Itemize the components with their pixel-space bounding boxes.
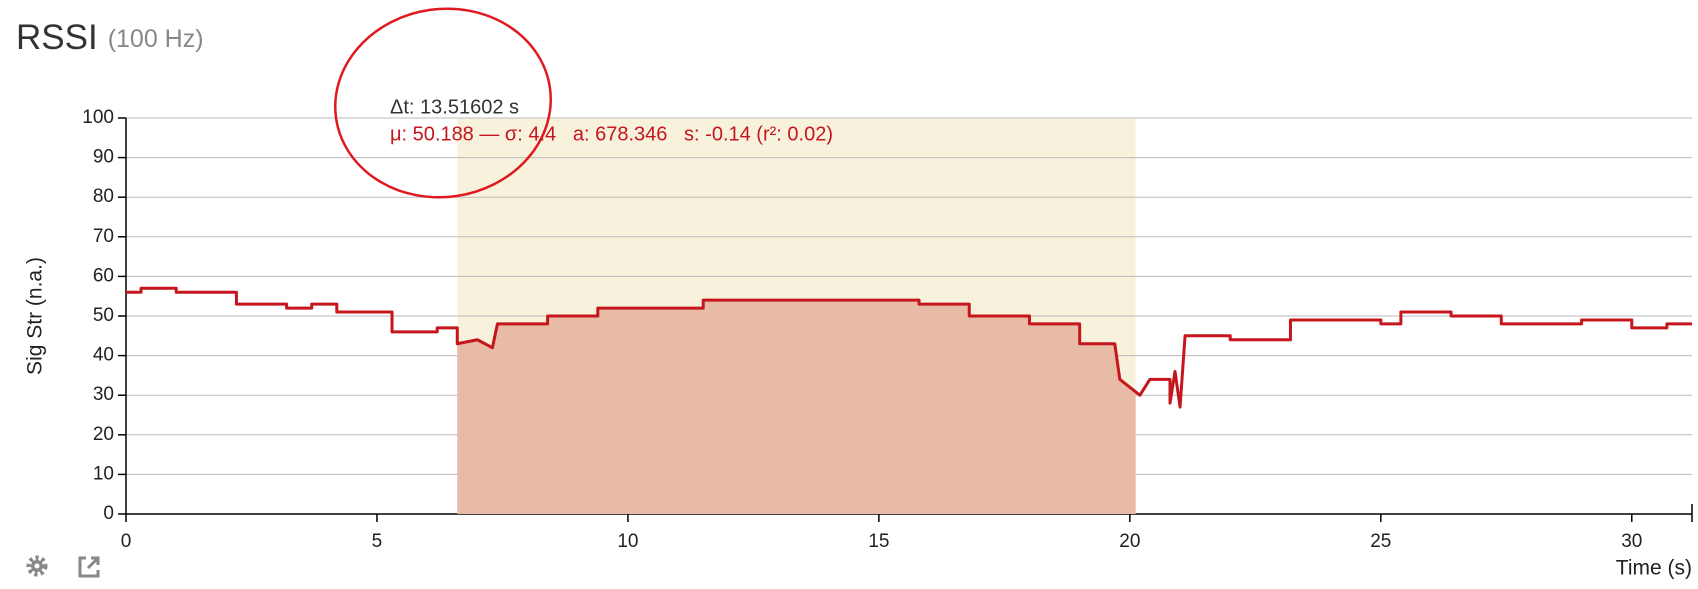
stats-annotation: μ: 50.188 — σ: 4.4 a: 678.346 s: -0.14 (…: [390, 123, 833, 145]
title: RSSI: [16, 18, 98, 57]
x-tick-label: 5: [372, 531, 383, 552]
subtitle: (100 Hz): [108, 25, 204, 53]
chart-title: RSSI (100 Hz): [16, 18, 204, 57]
y-tick-label: 50: [93, 305, 114, 326]
y-tick-label: 20: [93, 424, 114, 445]
gear-hole: [34, 563, 40, 569]
arrow: [86, 556, 100, 570]
gear: [26, 555, 48, 577]
settings-icon[interactable]: [26, 555, 48, 577]
y-tick-label: 60: [93, 265, 114, 286]
line: [126, 286, 1692, 409]
box: [78, 556, 100, 578]
y-tick-label: 100: [82, 107, 114, 128]
export-icon[interactable]: [78, 556, 100, 578]
y-tick-label: 40: [93, 345, 114, 366]
y-tick-label: 70: [93, 226, 114, 247]
delta-t-annotation: Δt: 13.51602 s: [390, 96, 519, 118]
hand-drawn-circle: [334, 7, 552, 199]
plot-area: 0 10 20 30 40 50 60 70 80 90 100 0 5 10 15 20 25 30: [82, 107, 1693, 552]
y-tick-label: 0: [103, 503, 114, 524]
y-axis-label: Sig Str (n.a.): [24, 257, 47, 375]
x-tick-label: 15: [868, 531, 889, 552]
y-tick-label: 10: [93, 463, 114, 484]
x-tick-label: 0: [121, 531, 132, 552]
x-tick-label: 25: [1370, 531, 1391, 552]
x-tick-label: 20: [1119, 531, 1140, 552]
y-tick-label: 90: [93, 147, 114, 168]
x-tick-label: 30: [1621, 531, 1642, 552]
y-tick-label: 80: [93, 186, 114, 207]
x-axis-label: Time (s): [1616, 557, 1692, 580]
selection-area: [457, 300, 1136, 514]
y-tick-label: 30: [93, 384, 114, 405]
x-tick-label: 10: [617, 531, 638, 552]
